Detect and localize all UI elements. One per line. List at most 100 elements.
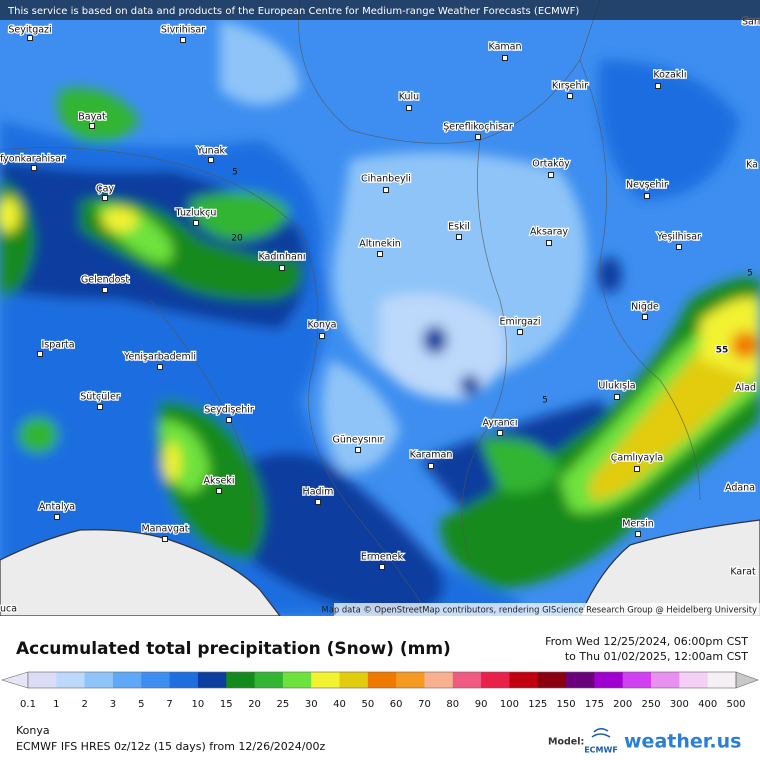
legend-swatch [651, 672, 680, 688]
legend-swatch [112, 672, 142, 688]
city-label: Emirgazi [499, 317, 540, 328]
attribution: Map data © OpenStreetMap contributors, r… [322, 605, 758, 615]
legend-swatch [424, 672, 454, 688]
legend-tick-label: 125 [528, 699, 547, 710]
city-dot [406, 105, 412, 111]
city-dot [676, 244, 682, 250]
legend-tick-label: 30 [305, 699, 318, 710]
city-dot [102, 195, 108, 201]
city-label: Niğde [631, 302, 659, 313]
city-label: Kadınhanı [258, 252, 305, 263]
legend: 0.1 1 2 3 5 7 10 15 20 25 30 40 50 60 70 80 90 100 125 150 1… [0, 671, 759, 710]
city-label: Adana [725, 483, 755, 494]
ecmwf-logo [591, 728, 611, 738]
city-label: Bayat [78, 112, 106, 123]
legend-swatch [452, 672, 482, 688]
city-dot [379, 564, 385, 570]
city-label: Sütçüler [80, 392, 120, 403]
borders [0, 0, 701, 616]
legend-tick-label: 7 [166, 699, 172, 710]
city-dot [157, 364, 163, 370]
city-label: Ayrancı [482, 418, 517, 429]
city-dot [193, 220, 199, 226]
city-dot [548, 172, 554, 178]
city-label: Nevşehir [626, 180, 668, 191]
city-label: Isparta [41, 340, 74, 351]
legend-tick-label: 25 [277, 699, 290, 710]
city-dot [567, 93, 573, 99]
contour-label: 55 [716, 346, 729, 356]
model-run: ECMWF IFS HRES 0z/12z (15 days) from 12/… [16, 740, 326, 753]
city-label: Yenişarbademli [123, 352, 196, 363]
legend-tick-label: 5 [138, 699, 144, 710]
legend-swatch [282, 672, 312, 688]
legend-tick-label: 500 [726, 699, 745, 710]
city-dot [226, 417, 232, 423]
sea-east [579, 519, 760, 616]
city-dot [642, 314, 648, 320]
city-label: Karat [730, 567, 756, 578]
contour-label: 20 [231, 234, 243, 244]
city-dot [27, 35, 33, 41]
city-label: Eskil [448, 222, 470, 233]
legend-swatch [226, 672, 256, 688]
legend-swatch [396, 672, 425, 688]
title: Accumulated total precipitation (Snow) (… [16, 639, 451, 659]
legend-swatch [254, 672, 284, 688]
legend-swatch [197, 672, 227, 688]
city-label: Kırşehir [552, 81, 588, 92]
city-dot [377, 251, 383, 257]
city-label: Çamlıyayla [611, 453, 664, 464]
legend-swatch [481, 672, 510, 688]
city-label: Akseki [204, 476, 235, 487]
city-label: Güneysınır [332, 435, 383, 446]
legend-swatch [367, 672, 397, 688]
city-dot [517, 329, 523, 335]
attribution-bg [334, 603, 760, 616]
city-dot [102, 287, 108, 293]
city-label: Ka [746, 160, 758, 171]
city-dot [456, 234, 462, 240]
legend-swatch [84, 672, 114, 688]
city-label: Karaman [410, 450, 453, 461]
city-dot [31, 165, 37, 171]
city-label: Hadim [303, 487, 334, 498]
city-label: Kaman [489, 42, 522, 53]
city-label: Ulukışla [598, 381, 635, 392]
legend-swatch [509, 672, 539, 688]
city-dot [319, 333, 325, 339]
legend-tick-label: 2 [81, 699, 87, 710]
city-label: Tuzlukçu [175, 208, 217, 219]
city-dot [635, 531, 641, 537]
legend-swatch [707, 672, 737, 688]
city-dot [208, 157, 214, 163]
legend-tick-label: 250 [641, 699, 660, 710]
legend-tick-label: 60 [390, 699, 403, 710]
city-label: Yunak [196, 146, 226, 157]
city-label: Çay [96, 184, 114, 195]
sea-west [0, 529, 281, 616]
legend-tick-label: 3 [110, 699, 116, 710]
city-label: Konya [307, 320, 336, 331]
legend-swatch [311, 672, 341, 688]
legend-tick-label: 400 [698, 699, 717, 710]
city-label: uca [0, 604, 17, 615]
legend-swatch [28, 672, 57, 688]
legend-tick-label: 15 [220, 699, 233, 710]
city-label: Ermenek [361, 552, 404, 563]
city-label: Cihanbeyli [361, 174, 411, 185]
city-label: Şereflikoçhisar [443, 122, 513, 133]
legend-tick-label: 300 [670, 699, 689, 710]
city-dot [497, 430, 503, 436]
legend-tick-label: 100 [500, 699, 519, 710]
city-label: Alad [735, 383, 756, 394]
contour-label: 5 [542, 396, 548, 406]
legend-swatch [622, 672, 652, 688]
legend-frame [27, 671, 737, 689]
legend-swatch [56, 672, 86, 688]
city-label: Gelendost [81, 275, 130, 286]
contour-label: 5 [747, 269, 753, 279]
legend-tick-label: 20 [248, 699, 261, 710]
